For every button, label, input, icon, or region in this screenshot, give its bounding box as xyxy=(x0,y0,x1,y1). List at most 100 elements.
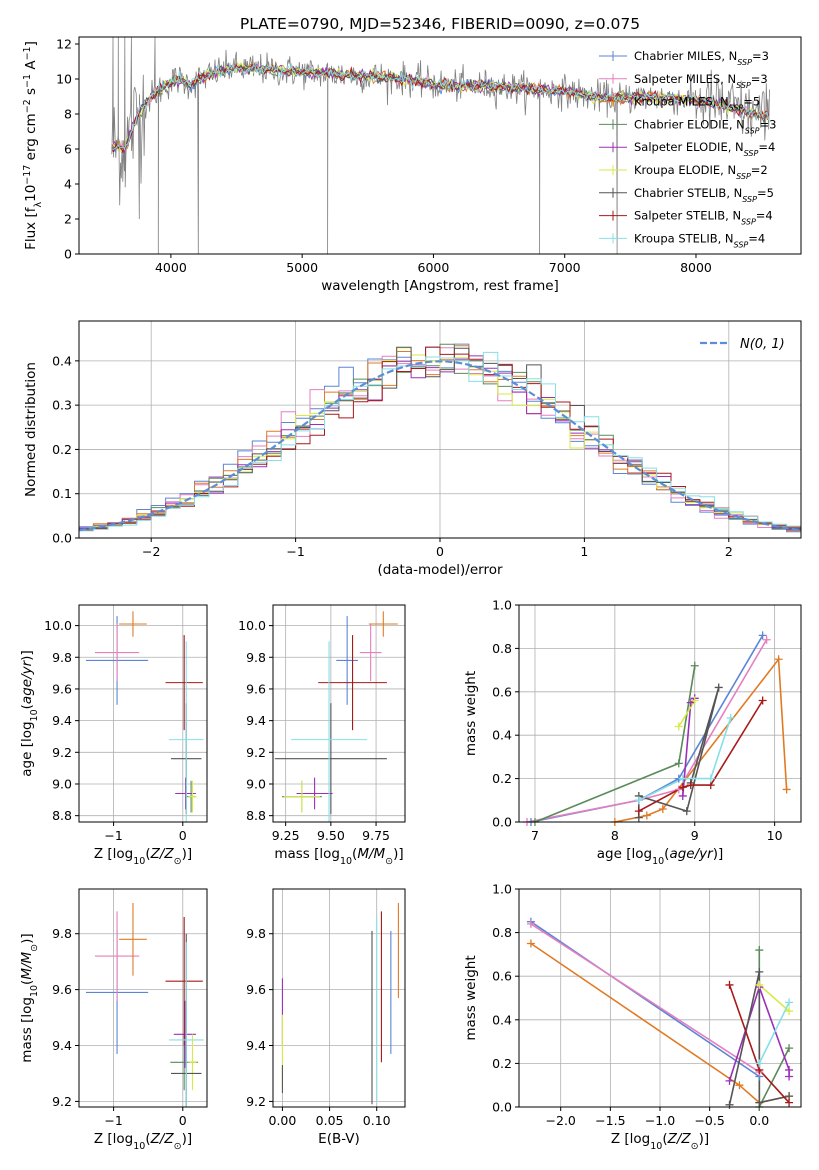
age_vs_mass-ytick-label-4: 9.6 xyxy=(246,681,266,696)
residuals-xtick-label-4: 2 xyxy=(725,544,733,559)
weight_vs_age-marker-7-4 xyxy=(758,696,767,705)
mass_vs_ebv-xtick-label-2: 0.10 xyxy=(363,1113,391,1128)
weight_vs_Z-series-8 xyxy=(758,1002,790,1064)
weight_vs_age-marker-4-0 xyxy=(678,791,687,800)
mass_vs_ebv-ytick-label-2: 9.6 xyxy=(246,982,266,997)
residuals-ytick-label-4: 0.4 xyxy=(52,353,72,368)
age_vs_mass-xtick-label-2: 9.75 xyxy=(362,828,390,843)
weight_vs_age-xtick-label-1: 8 xyxy=(611,828,619,843)
legend-label-0: Chabrier MILES, NSSP=3 xyxy=(634,49,769,67)
age_vs_Z-xtick-label-1: 0 xyxy=(179,828,187,843)
residuals-xtick-label-0: −2 xyxy=(142,544,160,559)
age_vs_Z-errorbars xyxy=(85,611,204,822)
weight_vs_age-marker-2-2 xyxy=(658,804,667,813)
weight_vs_Z-xtick-label-0: −2.0 xyxy=(546,1113,576,1128)
residuals-ytick-label-3: 0.3 xyxy=(52,398,72,413)
weight_vs_Z-marker-4-0 xyxy=(725,1076,734,1085)
age_vs_Z-ytick-label-3: 9.4 xyxy=(52,713,72,728)
weight_vs_Z-xtick-label-4: 0.0 xyxy=(749,1113,769,1128)
gaussian-reference-curve xyxy=(79,360,801,532)
mass_vs_ebv-frame xyxy=(272,888,406,1108)
residuals-xtick-label-2: 0 xyxy=(436,544,444,559)
age_vs_Z-ytick-label-6: 10.0 xyxy=(44,618,72,633)
spectrum-legend: Chabrier MILES, NSSP=3 Salpeter MILES, NS… xyxy=(599,49,776,249)
weight_vs_age-ytick-label-3: 0.6 xyxy=(492,684,512,699)
spectrum-xtick-label-1: 5000 xyxy=(286,260,318,275)
weight_vs_age-marker-1-3 xyxy=(762,635,771,644)
weight_vs_Z-ylabel: mass weight xyxy=(463,955,479,1040)
mass_vs_Z-ytick-label-2: 9.6 xyxy=(52,982,72,997)
weight_vs_Z-marker-1-0 xyxy=(526,919,535,928)
spectrum-ytick-label-2: 4 xyxy=(64,177,72,192)
residuals-legend-label: N(0, 1) xyxy=(740,337,785,352)
weight_vs_age-marker-6-2 xyxy=(682,807,691,816)
mass_vs_Z-ytick-label-3: 9.8 xyxy=(52,926,72,941)
weight_vs_age-ytick-label-1: 0.2 xyxy=(492,771,512,786)
age_vs_Z-ytick-label-5: 9.8 xyxy=(52,650,72,665)
weight_vs_age-series-8 xyxy=(638,717,732,802)
weight_vs_age-marker-5-0 xyxy=(674,722,683,731)
weight_vs_age-xtick-label-0: 7 xyxy=(531,828,539,843)
weight_vs_Z-marker-6-1 xyxy=(755,967,764,976)
mass_vs_ebv-xtick-label-1: 0.05 xyxy=(316,1113,344,1128)
residual-hist-8 xyxy=(79,351,801,534)
weight_vs_Z-marker-4-3 xyxy=(785,1072,794,1081)
weight_vs_Z-xtick-label-1: −1.5 xyxy=(595,1113,625,1128)
residuals-histograms xyxy=(79,343,801,534)
spectrum-axes: 4000 5000 6000 7000 8000 0 2 4 6 8 10 12 xyxy=(56,37,712,276)
residuals-ytick-label-1: 0.1 xyxy=(52,486,72,501)
spectrum-ytick-label-3: 6 xyxy=(64,142,72,157)
age_vs_mass-xlabel: mass [log10(M/M⊙)] xyxy=(274,846,403,867)
mass_vs_Z-xlabel: Z [log10(Z/Z⊙)] xyxy=(94,1131,192,1152)
weight_vs_age-marker-3-1 xyxy=(674,759,683,768)
weight_vs_Z-series-1 xyxy=(530,923,760,1073)
weight_vs_age-ylabel: mass weight xyxy=(463,671,479,756)
spectrum-ylabel: Flux [fλ10−17 erg cm−2 s−1 A−1] xyxy=(22,41,44,250)
weight_vs_Z-ytick-label-3: 0.6 xyxy=(492,969,512,984)
age_vs_Z-ytick-label-2: 9.2 xyxy=(52,745,72,760)
spectrum-xtick-label-3: 7000 xyxy=(549,260,581,275)
weight_vs_Z-marker-8-0 xyxy=(755,1059,764,1068)
age_vs_mass-frame xyxy=(272,604,406,823)
residuals-xtick-label-3: 1 xyxy=(580,544,588,559)
legend-label-5: Kroupa ELODIE, NSSP=2 xyxy=(634,163,768,181)
weight_vs_Z-xtick-label-3: −0.5 xyxy=(694,1113,724,1128)
weight_vs_Z-lines xyxy=(530,921,790,1107)
weight_vs_age-marker-7-2 xyxy=(686,781,695,790)
mass_vs_ebv-xlabel: E(B-V) xyxy=(318,1131,360,1147)
age_vs_Z-ytick-label-4: 9.6 xyxy=(52,681,72,696)
weight_vs_Z-frame xyxy=(518,888,802,1108)
weight_vs_age-ytick-label-4: 0.8 xyxy=(492,641,512,656)
age_vs_Z-ytick-label-1: 9.0 xyxy=(52,776,72,791)
residuals-xlabel: (data-model)/error xyxy=(377,562,503,578)
weight_vs_age-ytick-label-2: 0.4 xyxy=(492,728,512,743)
weight_vs_age-marker-2-4 xyxy=(782,785,791,794)
weight_vs_age-marker-5-1 xyxy=(690,696,699,705)
age_vs_Z-frame xyxy=(78,604,208,823)
spectrum-frame xyxy=(78,36,802,255)
weight_vs_age-marker-8-2 xyxy=(706,774,715,783)
weight_vs_age-series-5 xyxy=(678,700,696,727)
age_vs_Z-xtick-label-0: −1 xyxy=(104,828,122,843)
residuals-ytick-label-0: 0.0 xyxy=(52,531,72,546)
weight_vs_age-series-4 xyxy=(682,697,696,797)
weight_vs_Z-marker-7-2 xyxy=(785,1098,794,1107)
legend-label-8: Kroupa STELIB, NSSP=4 xyxy=(634,231,765,249)
weight_vs_Z-marker-6-2 xyxy=(755,1098,764,1107)
mass_vs_ebv-ytick-label-3: 9.8 xyxy=(246,926,266,941)
age_vs_mass-xtick-label-1: 9.50 xyxy=(317,828,345,843)
weight_vs_Z-ytick-label-5: 1.0 xyxy=(492,882,512,897)
age_vs_mass-xtick-label-0: 9.25 xyxy=(272,828,300,843)
weight_vs_Z-marker-8-1 xyxy=(785,998,794,1007)
legend-label-3: Chabrier ELODIE, NSSP=3 xyxy=(634,117,776,135)
mass_vs_ebv-xtick-label-0: 0.00 xyxy=(269,1113,297,1128)
weight_vs_age-xtick-label-3: 10 xyxy=(767,828,783,843)
legend-label-7: Salpeter STELIB, NSSP=4 xyxy=(634,209,773,227)
age_vs_Z-axes: −1 0 8.8 9.0 9.2 9.4 9.6 9.8 10.0 xyxy=(44,605,207,843)
age_vs_mass-ytick-label-6: 10.0 xyxy=(238,618,266,633)
mass_vs_ebv-errorbars xyxy=(281,902,399,1105)
weight_vs_age-ytick-label-5: 1.0 xyxy=(492,598,512,613)
weight_vs_Z-ytick-label-1: 0.2 xyxy=(492,1056,512,1071)
weight_vs_Z-ytick-label-2: 0.4 xyxy=(492,1012,512,1027)
